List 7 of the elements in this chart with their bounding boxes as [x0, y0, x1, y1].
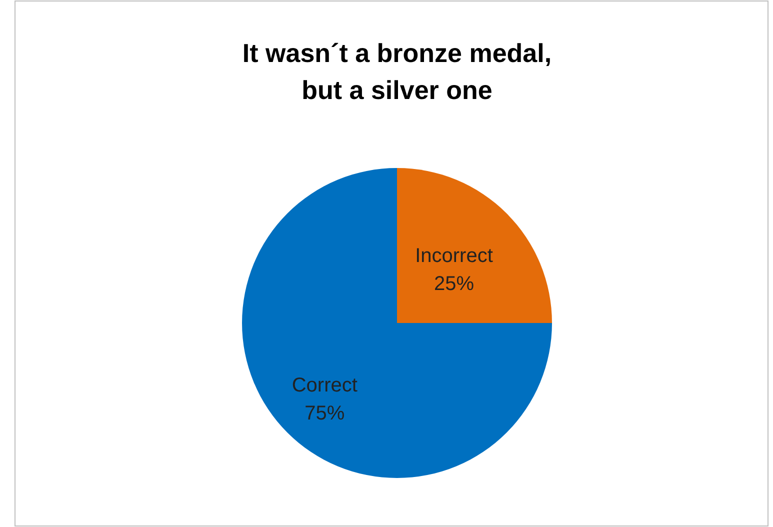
chart-title: It wasn´t a bronze medal, but a silver one — [242, 38, 552, 105]
pie-slice — [397, 168, 552, 323]
slice-label: Correct — [292, 374, 358, 396]
slice-label: Incorrect — [415, 245, 494, 268]
data-label: 25% — [434, 273, 474, 296]
data-label: 75% — [304, 402, 345, 424]
pie-slice — [242, 168, 552, 478]
